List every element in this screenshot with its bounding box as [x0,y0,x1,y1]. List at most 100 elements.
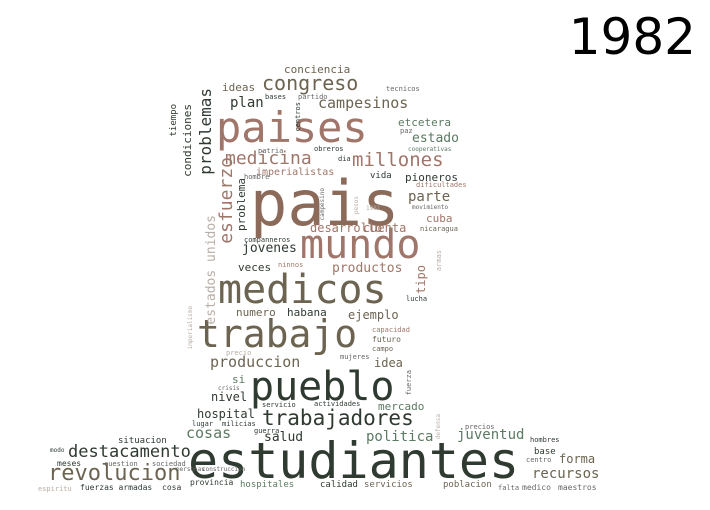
cloud-word: hospitales [240,480,295,490]
cloud-word: companneros [244,236,291,244]
cloud-word: plan [230,95,264,111]
cloud-word: dia [338,155,351,163]
cloud-word: campo [372,345,394,353]
cloud-word: recursos [532,466,600,482]
cloud-word: movimiento [412,204,449,211]
cloud-word: espiritu [38,485,72,493]
cloud-word: guerra [254,427,280,435]
cloud-word: jovenes [242,241,297,256]
cloud-word: politica [366,429,434,445]
cloud-word: forma [559,452,596,466]
cloud-word: mujeres [340,353,370,361]
cloud-word: provincia [190,478,234,487]
cloud-word: medicina [225,148,312,169]
cloud-word: numero [236,306,276,319]
cloud-word: actividades [314,400,361,408]
cloud-word: modo [50,447,65,454]
cloud-word: capacidad [372,326,410,334]
cloud-word: imperialistas [256,167,335,178]
cloud-word: estado [412,131,459,146]
cloud-word: lucha [406,295,428,303]
cloud-word: pueblo [250,364,395,410]
cloud-word: precio [226,349,252,357]
cloud-word: fuerza [405,370,413,396]
cloud-word: idea [374,356,403,370]
year-label: 1982 [568,8,696,66]
cloud-word: cuestion [104,460,138,468]
cloud-word: produccion [210,353,301,371]
cloud-word: salud [264,430,304,445]
cloud-word: ejemplo [348,308,399,322]
cloud-word: estados unidos [204,215,219,325]
cloud-word: parte [408,189,451,205]
cloud-word: base [534,447,556,457]
cloud-word: campesinos [318,94,409,112]
cloud-word: productos [332,261,403,276]
cloud-word: construccion [202,466,246,473]
cloud-word: estudiantes [188,432,520,490]
cloud-word: fuerzas armadas [80,483,153,492]
cloud-word: campesino [319,188,326,221]
cloud-word: 1981 [366,205,381,212]
cloud-word: pioneros [405,171,458,184]
cloud-word: pais [250,167,400,240]
cloud-word: cosas [186,424,232,442]
cloud-word: esfuerzo [216,157,237,244]
cloud-word: trabajadores [262,406,414,430]
cloud-word: poblacion [443,480,492,490]
cloud-word: mundo [300,222,421,268]
cloud-word: sociedad [152,460,186,468]
cloud-word: milicias [222,420,256,428]
cloud-word: trabajo [197,312,358,356]
cloud-word: tiempo [169,104,179,137]
cloud-word: nivel [211,390,248,404]
cloud-word: crisis [218,385,240,392]
cloud-word: maestros [558,483,597,492]
cloud-word: paz [400,127,413,135]
cloud-word: centro [526,456,552,464]
cloud-word: cooperativas [408,146,452,153]
cloud-word: tipo [414,265,428,294]
cloud-word: cuenta [363,221,407,235]
cloud-word: personas [176,466,205,473]
cloud-word: desarrollo [310,221,383,235]
cloud-word: mercado [378,400,425,413]
cloud-word: revolucion [48,461,181,486]
cloud-word: habana [287,306,327,319]
cloud-word: bases [265,93,287,101]
cloud-word: tecnicos [386,85,420,93]
cloud-word: veces [238,261,272,274]
cloud-word: situacion [118,436,167,446]
cloud-word: pesos [353,196,360,215]
cloud-word: juventud [457,427,525,443]
cloud-word: cosa [162,483,182,492]
cloud-word: calidad [320,480,358,490]
cloud-word: problemas [196,88,215,175]
cloud-word: ninnos [278,261,304,269]
cloud-word: condiciones [181,104,194,177]
cloud-word: si [232,373,246,386]
cloud-word: imperialismo [187,306,194,350]
cloud-word: millones [352,149,444,171]
cloud-word: lugar [192,420,214,428]
cloud-word: hombre [244,173,270,181]
cloud-word: dificultades [416,181,467,189]
cloud-word: etcetera [398,116,451,129]
cloud-word: medicos [218,267,387,313]
cloud-word: vida [370,171,392,181]
cloud-word: hospital [197,407,255,421]
cloud-word: futuro [372,335,401,344]
cloud-word: problema [235,178,248,231]
cloud-word: servicios [364,480,413,490]
cloud-word: servicio [262,401,296,409]
cloud-word: hombres [530,436,560,444]
cloud-word: precios [465,423,495,431]
cloud-word: obreros [314,145,344,153]
cloud-word: destacamento [68,442,191,462]
cloud-word: armas [435,250,443,272]
cloud-word: medico [522,483,551,492]
cloud-word: patria [258,147,284,155]
cloud-word: cuba [426,212,453,225]
cloud-word: conciencia [284,63,351,76]
